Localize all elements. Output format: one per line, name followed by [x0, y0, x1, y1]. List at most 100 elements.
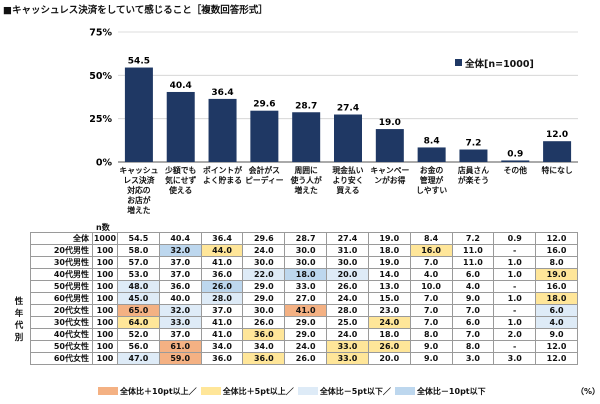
- table-cell: 19.0: [367, 256, 411, 269]
- table-cell: 9.0: [409, 352, 453, 365]
- table-cell: 7.2: [451, 232, 495, 245]
- table-cell: 16.0: [409, 244, 453, 257]
- data-label: 36.4: [211, 88, 233, 98]
- table-cell: 33.0: [326, 352, 369, 365]
- table-cell: 59.0: [158, 352, 202, 365]
- table-cell: 8.0: [409, 328, 453, 341]
- y-tick-label: 0%: [96, 158, 113, 169]
- table-cell: 11.0: [451, 244, 495, 257]
- table-cell: 20.0: [326, 268, 369, 281]
- bar: [334, 114, 362, 162]
- bar: [208, 98, 237, 162]
- bar: [543, 141, 572, 162]
- table-cell: 4.0: [535, 316, 578, 329]
- data-label: 19.0: [379, 118, 401, 128]
- category-label: キャッシュ レス決済 対応の お店が 増えた: [119, 166, 159, 215]
- table-cell: 37.0: [158, 268, 202, 281]
- bar: [501, 160, 530, 162]
- table-cell: 29.6: [242, 232, 286, 245]
- table-cell: 36.0: [200, 352, 244, 365]
- y-tick-label: 25%: [89, 114, 112, 125]
- table-cell: 24.0: [284, 340, 328, 353]
- table-cell: 1.0: [493, 316, 537, 329]
- table-cell: 26.0: [326, 280, 369, 293]
- table-cell: 30.0: [242, 256, 286, 269]
- table-row: 30代男性 100 57.0 37.0 41.0 30.0 30.0 30.0 19.0 7.0 1…: [30, 256, 578, 269]
- highlight-legend-label: 全体比－10pt以下: [416, 387, 486, 396]
- table-cell: 56.0: [117, 340, 160, 353]
- data-label: 12.0: [546, 130, 568, 140]
- highlight-swatch: [297, 387, 318, 395]
- row-label: 20代男性: [30, 244, 93, 257]
- table-cell: 32.0: [158, 244, 202, 257]
- bar: [417, 147, 446, 162]
- table-cell: 64.0: [117, 316, 160, 329]
- table-cell: 58.0: [117, 244, 160, 257]
- bar: [124, 67, 153, 162]
- row-label: 50代男性: [30, 280, 93, 293]
- table-cell: 30.0: [284, 244, 328, 257]
- highlight-legend: 全体比＋10pt以上／ 全体比＋5pt以上／ 全体比－5pt以下／ 全体比－10pt以…: [98, 386, 490, 397]
- table-cell: 33.0: [284, 280, 328, 293]
- table-cell: 30.0: [242, 304, 286, 317]
- table-cell: 44.0: [200, 244, 244, 257]
- bar: [459, 149, 488, 162]
- row-label: 30代男性: [30, 256, 93, 269]
- table-cell: 2.0: [493, 328, 537, 341]
- table-cell: 27.0: [284, 292, 328, 305]
- table-cell: 37.0: [158, 256, 202, 269]
- row-label: 全体: [30, 232, 93, 245]
- highlight-swatch: [394, 387, 415, 395]
- table-cell: 0.9: [493, 232, 537, 245]
- table-cell: 7.0: [409, 256, 453, 269]
- category-label: ポイントが よく貯まる: [203, 166, 243, 185]
- table-cell: 18.0: [367, 328, 411, 341]
- table-cell: 29.0: [284, 316, 328, 329]
- table-cell: 65.0: [117, 304, 160, 317]
- y-tick-label: 50%: [89, 71, 112, 82]
- table-cell: 16.0: [535, 244, 578, 257]
- category-label: 少額でも 気にせず 使える: [165, 166, 197, 195]
- highlight-legend-label: 全体比－5pt以下／: [319, 387, 391, 396]
- row-n: 100: [92, 280, 118, 293]
- table-cell: 18.0: [284, 268, 328, 281]
- row-label: 40代男性: [30, 268, 93, 281]
- table-cell: 28.0: [200, 292, 244, 305]
- table-cell: 29.0: [284, 328, 328, 341]
- y-tick-label: 75%: [89, 28, 112, 39]
- row-label: 50代女性: [30, 340, 93, 353]
- table-cell: 53.0: [117, 268, 160, 281]
- bar: [166, 91, 195, 162]
- table-cell: 41.0: [200, 256, 244, 269]
- table-cell: 10.0: [409, 280, 453, 293]
- table-cell: 37.0: [200, 304, 244, 317]
- table-cell: 6.0: [535, 304, 578, 317]
- table-cell: 1.0: [493, 256, 537, 269]
- data-label: 28.7: [295, 101, 317, 111]
- table-cell: 30.0: [284, 256, 328, 269]
- table-cell: 34.0: [200, 340, 244, 353]
- table-cell: 14.0: [367, 268, 411, 281]
- table-cell: 37.0: [158, 328, 202, 341]
- row-n: 100: [92, 268, 118, 281]
- data-label: 8.4: [424, 136, 440, 146]
- category-label: 店員さん が楽そう: [457, 166, 490, 185]
- table-cell: 61.0: [158, 340, 202, 353]
- chart-title: ■キャッシュレス決済をしていて感じること［複数回答形式］: [3, 5, 268, 16]
- bar: [250, 110, 279, 162]
- table-cell: 7.0: [409, 304, 453, 317]
- table-cell: 6.0: [451, 316, 495, 329]
- table-cell: 29.0: [242, 292, 286, 305]
- row-n: 1000: [92, 232, 118, 245]
- data-label: 0.9: [507, 149, 523, 159]
- table-cell: 33.0: [158, 316, 202, 329]
- table-cell: 41.0: [200, 316, 244, 329]
- table-cell: 7.0: [451, 304, 495, 317]
- data-label: 54.5: [128, 57, 150, 67]
- category-label: お金の 管理が しやすい: [416, 166, 448, 195]
- data-label: 27.4: [337, 104, 359, 114]
- row-label: 60代男性: [30, 292, 93, 305]
- category-label: その他: [503, 166, 527, 175]
- table-cell: 36.4: [200, 232, 244, 245]
- table-cell: 25.0: [326, 316, 369, 329]
